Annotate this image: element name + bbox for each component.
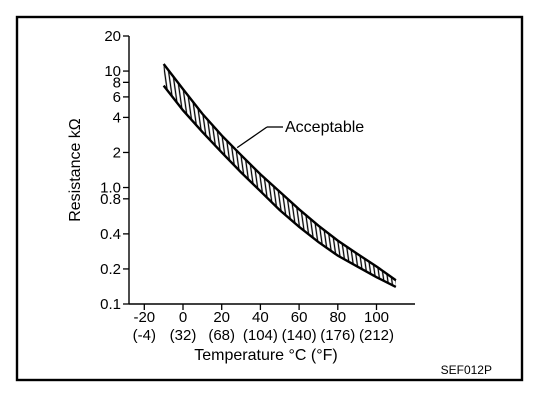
x-tick-label: -20 (133, 309, 155, 326)
annotation-label: Acceptable (285, 119, 364, 136)
band-upper-line (162, 63, 397, 282)
x-tick-label: 100 (364, 309, 389, 326)
annotation-layer: Acceptable (236, 119, 364, 149)
axes (128, 36, 415, 305)
annotation-leader (236, 126, 268, 149)
x-tick-label: 40 (252, 309, 269, 326)
x-tick-sublabel: (176) (320, 327, 355, 344)
y-tick-label: 10 (104, 63, 121, 80)
x-tick-label: 0 (179, 309, 187, 326)
outer-frame (15, 15, 524, 382)
x-ticks: -20(-4) 0(32) 20(68) 40(104) 60(140) 80(176) 1… (133, 304, 394, 344)
x-tick-label: 60 (291, 309, 308, 326)
acceptable-band-fill (163, 63, 396, 287)
band-lower-line (162, 84, 397, 289)
x-tick-sublabel: (104) (243, 327, 278, 344)
x-axis-label: Temperature °C (°F) (194, 347, 338, 364)
y-tick-label: 0.2 (100, 261, 121, 278)
x-tick-sublabel: (32) (170, 327, 197, 344)
y-tick-label: 20 (104, 28, 121, 45)
x-tick-label: 20 (213, 309, 230, 326)
y-tick-label: 0.1 (100, 296, 121, 313)
y-tick-label: 2 (113, 144, 121, 161)
x-tick-label: 80 (329, 309, 346, 326)
x-tick-sublabel: (-4) (133, 327, 156, 344)
x-tick-sublabel: (212) (359, 327, 394, 344)
figure-code: SEF012P (441, 363, 492, 377)
y-tick-label: 1.0 (100, 180, 121, 197)
y-tick-label: 6 (113, 89, 121, 106)
y-tick-label: 0.4 (100, 226, 121, 243)
y-tick-label: 0.8 (100, 191, 121, 208)
x-tick-sublabel: (140) (282, 327, 317, 344)
y-axis-label: Resistance kΩ (67, 118, 84, 222)
band-layer (162, 63, 397, 289)
x-tick-sublabel: (68) (208, 327, 235, 344)
y-tick-label: 4 (113, 109, 121, 126)
y-tick-label: 8 (113, 74, 121, 91)
